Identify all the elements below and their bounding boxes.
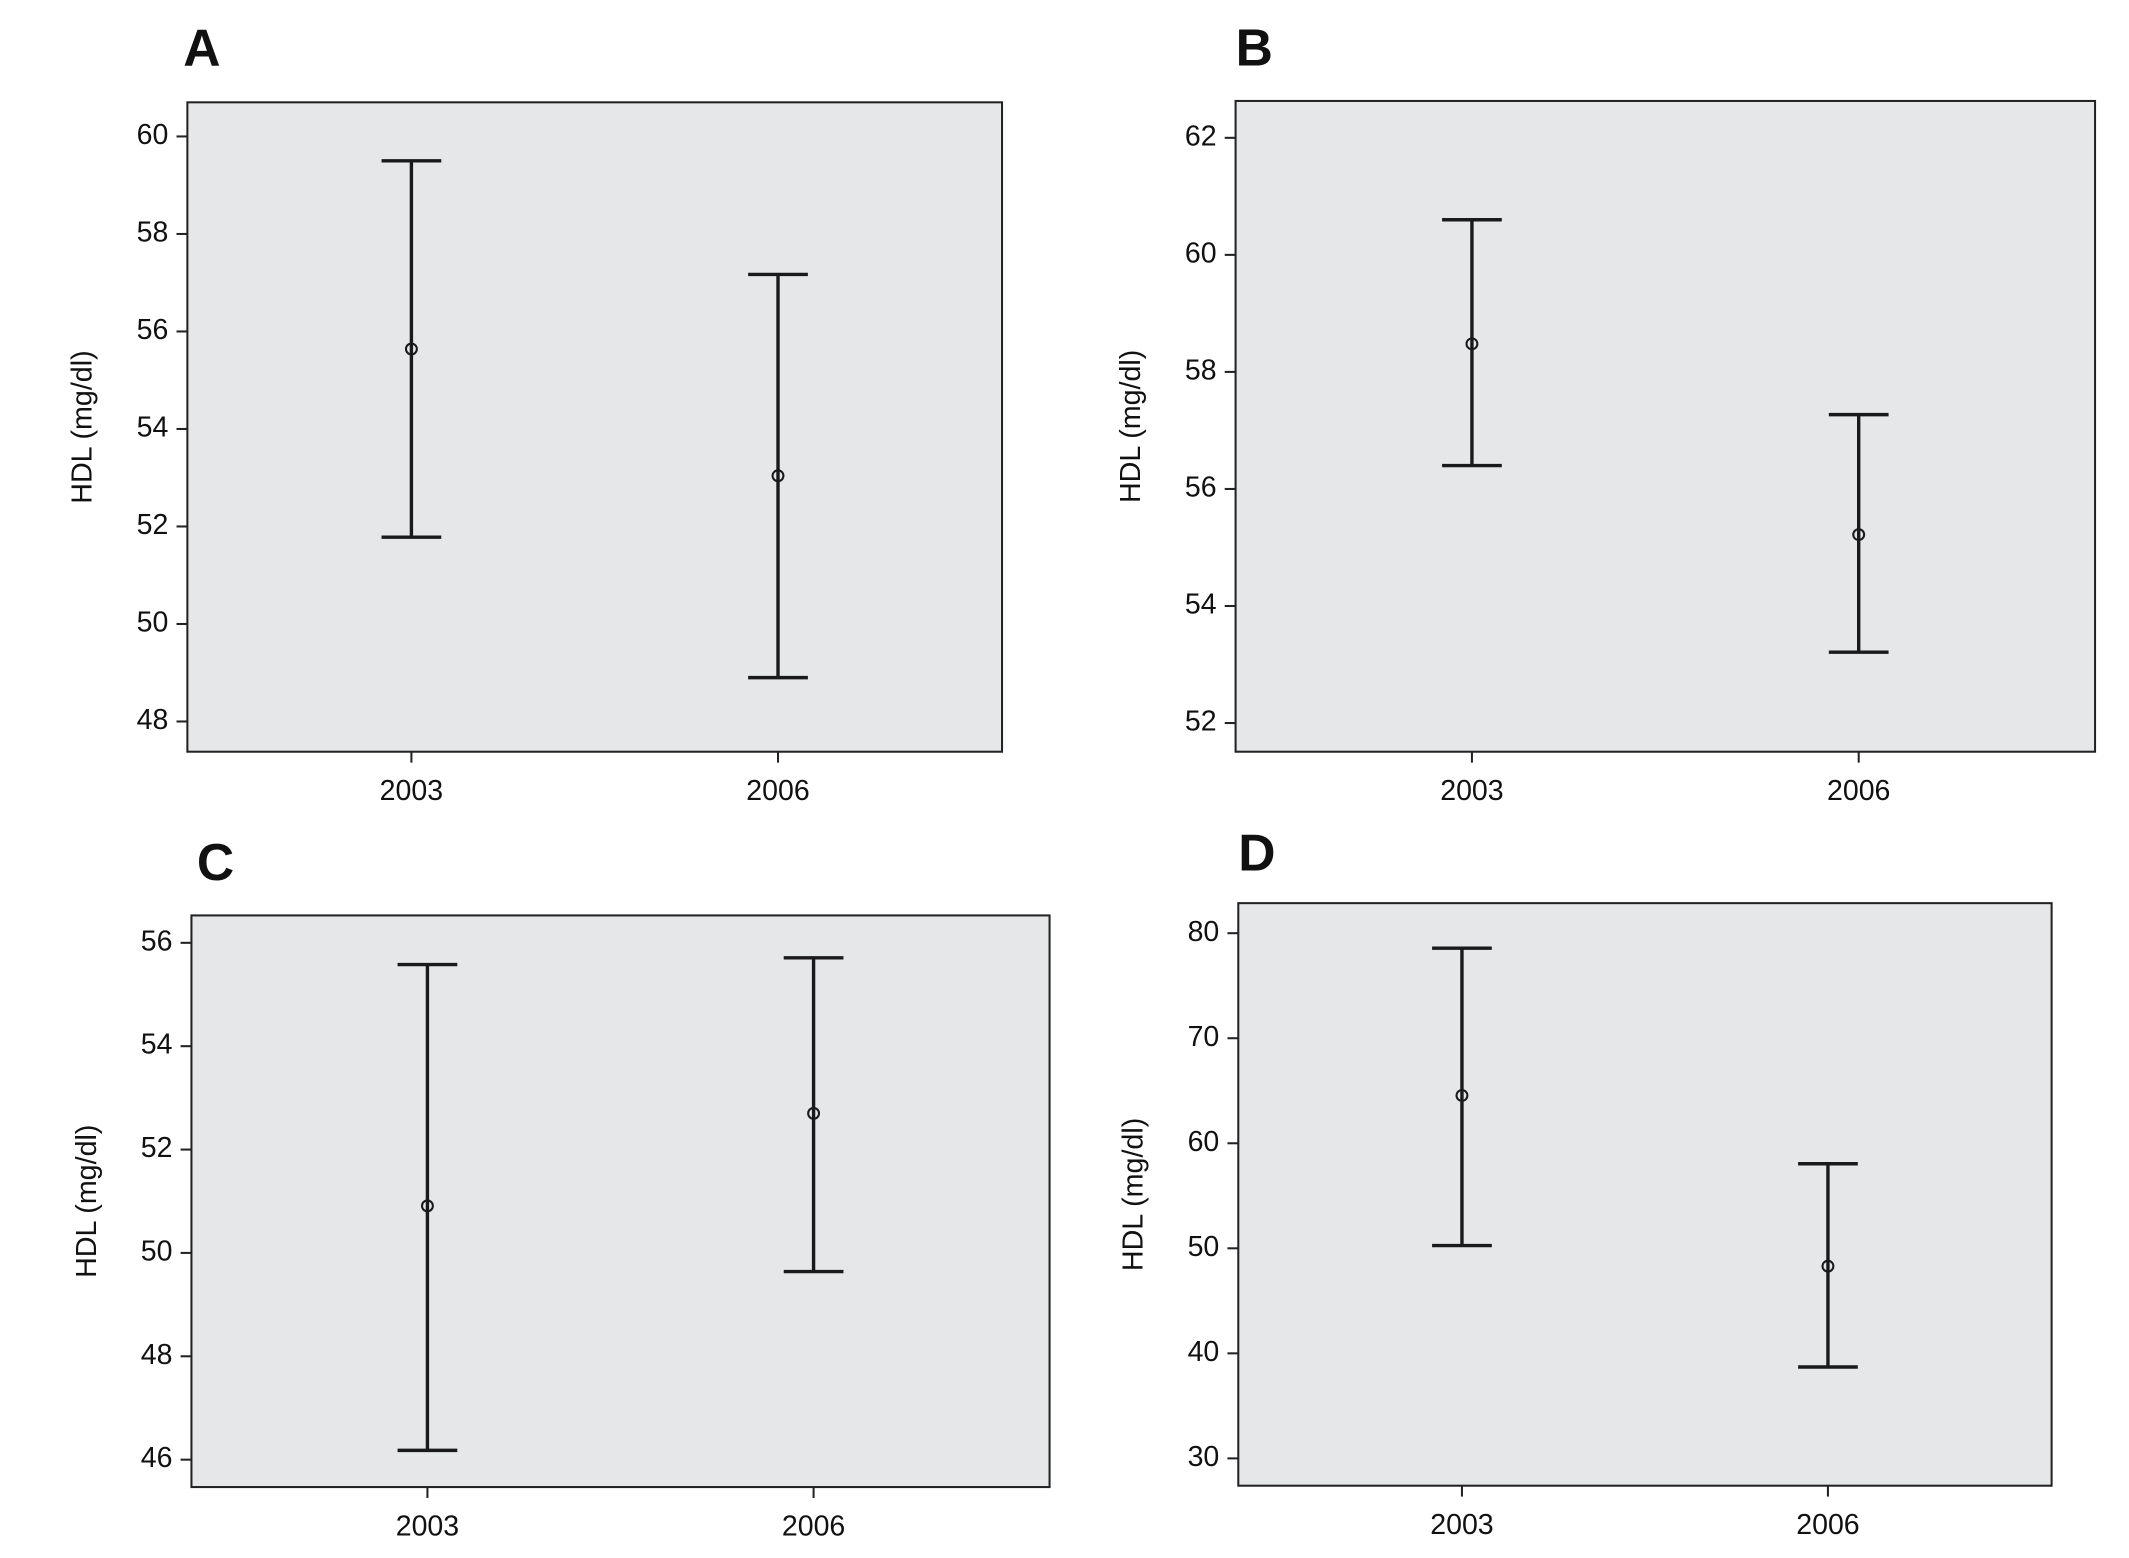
y-tick-label: 54 bbox=[1185, 589, 1217, 621]
y-axis-label: HDL (mg/dl) bbox=[1118, 1118, 1150, 1271]
y-tick-label: 52 bbox=[137, 509, 169, 541]
plot-area bbox=[1237, 902, 2053, 1487]
y-tick-label: 52 bbox=[1185, 706, 1217, 738]
y-tick-label: 50 bbox=[141, 1235, 173, 1267]
x-tick-label: 2003 bbox=[1440, 775, 1503, 807]
y-tick-label: 40 bbox=[1188, 1336, 1220, 1368]
y-tick-label: 50 bbox=[137, 606, 169, 638]
y-axis-label: HDL (mg/dl) bbox=[71, 1125, 103, 1278]
y-tick-label: 56 bbox=[141, 925, 173, 957]
panel-title: C bbox=[197, 833, 234, 891]
y-tick-label: 60 bbox=[137, 119, 169, 151]
y-axis-label: HDL (mg/dl) bbox=[1115, 350, 1147, 503]
y-tick-label: 54 bbox=[137, 411, 169, 443]
mean-point bbox=[771, 469, 785, 483]
x-tick-label: 2006 bbox=[782, 1510, 845, 1542]
mean-point bbox=[1465, 337, 1479, 351]
plot-area bbox=[1234, 99, 2097, 753]
y-tick-label: 56 bbox=[137, 314, 169, 346]
y-tick-label: 58 bbox=[137, 216, 169, 248]
y-tick-label: 48 bbox=[141, 1339, 173, 1371]
y-tick-label: 50 bbox=[1188, 1231, 1220, 1263]
y-tick-label: 80 bbox=[1188, 916, 1220, 948]
y-tick-label: 56 bbox=[1185, 471, 1217, 503]
plot-area bbox=[186, 101, 1004, 753]
mean-point bbox=[420, 1199, 434, 1213]
x-tick-label: 2003 bbox=[1430, 1509, 1493, 1541]
mean-point bbox=[1852, 528, 1866, 542]
y-tick-label: 52 bbox=[141, 1132, 173, 1164]
y-tick-label: 60 bbox=[1188, 1126, 1220, 1158]
panel-title: D bbox=[1238, 823, 1275, 881]
x-tick-label: 2006 bbox=[1796, 1509, 1859, 1541]
x-tick-label: 2003 bbox=[380, 775, 443, 807]
plot-area bbox=[190, 914, 1051, 1489]
x-tick-label: 2006 bbox=[1827, 775, 1890, 807]
mean-point bbox=[807, 1106, 821, 1120]
y-tick-label: 60 bbox=[1185, 237, 1217, 269]
y-tick-label: 48 bbox=[137, 704, 169, 736]
y-axis-label: HDL (mg/dl) bbox=[67, 350, 99, 503]
mean-point bbox=[404, 342, 418, 356]
y-tick-label: 62 bbox=[1185, 120, 1217, 152]
mean-point bbox=[1821, 1259, 1835, 1273]
x-tick-label: 2003 bbox=[396, 1510, 459, 1542]
y-tick-label: 70 bbox=[1188, 1021, 1220, 1053]
y-tick-label: 54 bbox=[141, 1029, 173, 1061]
y-tick-label: 58 bbox=[1185, 354, 1217, 386]
x-tick-label: 2006 bbox=[746, 775, 809, 807]
mean-point bbox=[1455, 1088, 1469, 1102]
y-tick-label: 46 bbox=[141, 1442, 173, 1474]
panel-title: B bbox=[1236, 18, 1273, 76]
y-tick-label: 30 bbox=[1188, 1441, 1220, 1473]
panel-title: A bbox=[183, 18, 220, 76]
